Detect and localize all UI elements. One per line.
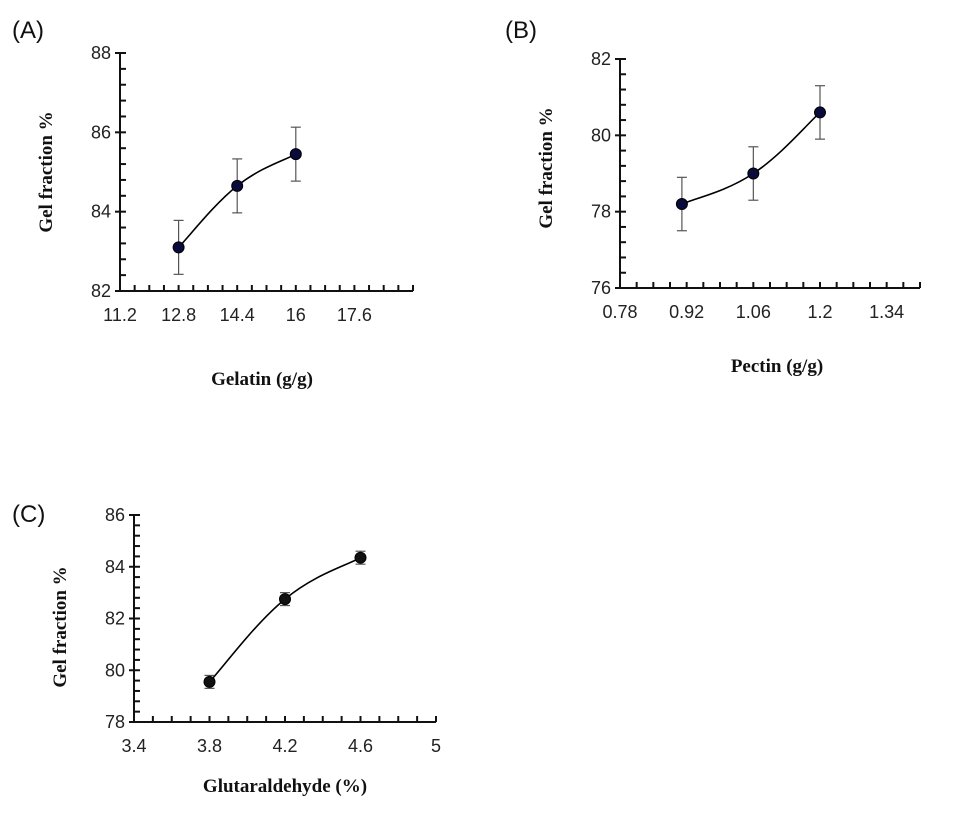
panel-b-label: (B) xyxy=(505,17,537,44)
panel-b-y-axis-title: Gel fraction % xyxy=(536,107,557,228)
panel-c-x-tick-label: 5 xyxy=(431,736,441,756)
panel-b-y-tick-label: 78 xyxy=(591,202,611,222)
panel-c-y-tick-label: 80 xyxy=(105,660,125,680)
panel-a-x-tick-label: 17.6 xyxy=(337,305,372,325)
panel-a-y-tick-label: 86 xyxy=(91,122,111,142)
panel-b-x-axis-title: Pectin (g/g) xyxy=(731,356,823,377)
panel-b-y-tick-label: 80 xyxy=(591,125,611,145)
panel-a-x-axis-title: Gelatin (g/g) xyxy=(211,369,313,390)
panel-b-data-point xyxy=(675,198,688,211)
panel-a-x-tick-label: 11.2 xyxy=(103,305,137,325)
panel-a-data-point xyxy=(289,148,302,161)
panel-a-x-tick-label: 12.8 xyxy=(161,305,196,325)
panel-b-x-tick-label: 1.2 xyxy=(807,302,832,322)
panel-b: (B) 76 78 80 82 0.78 0.92 1.06 1.2 1.34 Pectin (g/… xyxy=(505,17,921,377)
panel-a-y-tick-label: 88 xyxy=(91,43,111,63)
panel-a-y-tick-label: 84 xyxy=(91,202,111,222)
panel-a: (A) 82 84 86 88 11.2 12.8 14.4 16 17.6 Gelatin (g/… xyxy=(12,17,414,390)
panel-a-y-axis-title: Gel fraction % xyxy=(36,111,57,232)
panel-b-y-tick-label: 82 xyxy=(591,49,611,69)
panel-c-x-tick-label: 4.2 xyxy=(272,736,297,756)
panel-a-x-tick-label: 14.4 xyxy=(220,305,255,325)
panel-c-x-tick-label: 4.6 xyxy=(348,736,373,756)
panel-b-x-tick-label: 0.78 xyxy=(602,302,637,322)
panel-b-x-tick-label: 0.92 xyxy=(669,302,704,322)
panel-c-y-tick-label: 84 xyxy=(105,557,125,577)
panel-b-data-point xyxy=(747,167,760,180)
panel-c-x-tick-label: 3.4 xyxy=(121,736,146,756)
panel-c-y-tick-label: 82 xyxy=(105,609,125,629)
panel-c-y-axis-title: Gel fraction % xyxy=(50,566,71,687)
panel-b-data-point xyxy=(814,106,826,119)
panel-a-data-point xyxy=(231,179,244,192)
panel-c-series-line xyxy=(208,556,361,683)
panel-b-series-line xyxy=(681,111,821,205)
panel-c-y-tick-label: 86 xyxy=(105,505,125,525)
panel-c-label: (C) xyxy=(12,501,45,528)
panel-c-data-point xyxy=(279,593,291,606)
panel-c: (C) 78 80 82 84 86 3.4 3.8 4.2 4.6 5 Glutaraldehyde… xyxy=(12,501,441,797)
panel-c-x-axis-title: Glutaraldehyde (%) xyxy=(203,776,367,797)
panel-c-y-tick-label: 78 xyxy=(105,712,125,732)
panel-c-x-tick-label: 3.8 xyxy=(197,736,222,756)
panel-a-y-tick-label: 82 xyxy=(91,281,111,301)
panel-a-data-point xyxy=(172,241,185,254)
panel-b-y-tick-label: 76 xyxy=(591,278,611,298)
panel-b-x-tick-label: 1.34 xyxy=(869,302,904,322)
panel-a-x-tick-label: 16 xyxy=(286,305,306,325)
panel-c-data-point xyxy=(354,551,367,564)
panel-b-x-tick-label: 1.06 xyxy=(736,302,771,322)
panel-c-data-point xyxy=(203,675,216,688)
panel-a-label: (A) xyxy=(12,17,44,44)
